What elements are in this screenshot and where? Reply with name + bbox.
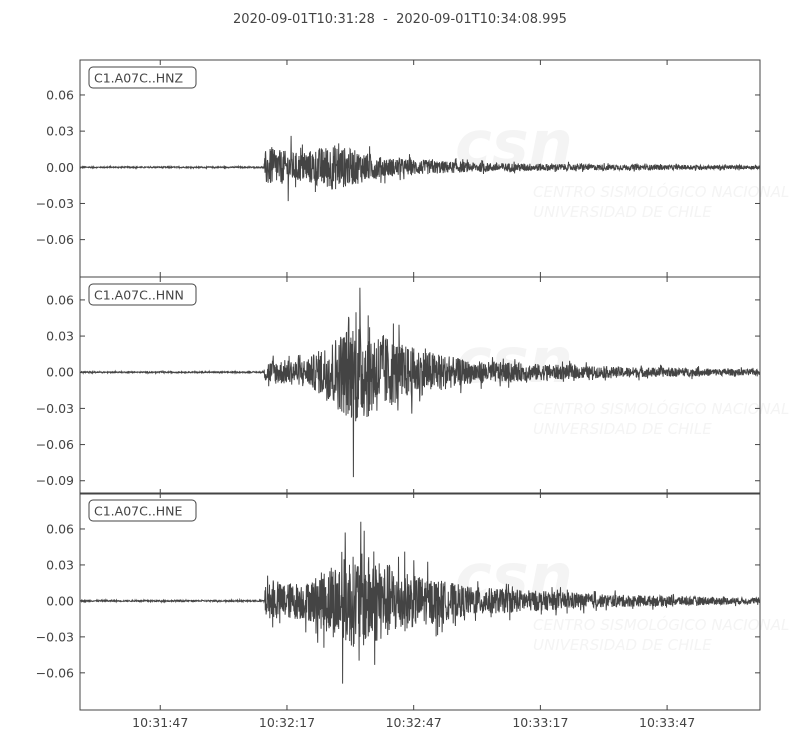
waveform-trace xyxy=(79,521,761,684)
y-tick-label: 0.06 xyxy=(46,292,74,307)
y-tick-label: 0.00 xyxy=(46,365,74,380)
y-tick-label: −0.06 xyxy=(36,437,74,452)
waveform-trace xyxy=(80,135,761,202)
y-tick-label: 0.03 xyxy=(46,329,74,344)
y-tick-label: −0.03 xyxy=(36,629,74,644)
chart-title: 2020-09-01T10:31:28 - 2020-09-01T10:34:0… xyxy=(233,12,567,27)
watermark-line1: CENTRO SISMOLÓGICO NACIONAL xyxy=(533,399,789,418)
channel-label: C1.A07C..HNE xyxy=(94,504,183,519)
y-tick-label: 0.06 xyxy=(46,521,74,536)
axes-frame xyxy=(79,276,761,495)
y-tick-label: −0.03 xyxy=(36,401,74,416)
watermark-line2: UNIVERSIDAD DE CHILE xyxy=(533,636,712,654)
watermark-line1: CENTRO SISMOLÓGICO NACIONAL xyxy=(533,615,789,634)
y-tick-label: −0.06 xyxy=(36,232,74,247)
watermark-line2: UNIVERSIDAD DE CHILE xyxy=(533,203,712,221)
y-tick-label: 0.03 xyxy=(46,124,74,139)
x-tick-label: 10:32:17 xyxy=(259,715,315,730)
y-tick-label: 0.03 xyxy=(46,557,74,572)
y-tick-label: 0.06 xyxy=(46,87,74,102)
watermark-line1: CENTRO SISMOLÓGICO NACIONAL xyxy=(533,182,789,201)
y-tick-label: −0.09 xyxy=(36,473,74,488)
channel-label-box xyxy=(88,283,197,306)
y-tick-label: −0.03 xyxy=(36,196,74,211)
waveform-trace xyxy=(79,287,761,478)
axes-frame xyxy=(79,492,761,711)
x-tick-label: 10:33:17 xyxy=(512,715,568,730)
channel-label: C1.A07C..HNN xyxy=(94,288,184,303)
x-tick-label: 10:31:47 xyxy=(132,715,188,730)
x-tick-label: 10:33:47 xyxy=(639,715,695,730)
channel-label-box xyxy=(88,499,197,522)
watermark-logo: csn xyxy=(455,324,573,397)
channel-label-box xyxy=(88,66,197,89)
y-tick-label: 0.00 xyxy=(46,160,74,175)
channel-label: C1.A07C..HNZ xyxy=(94,71,183,86)
y-tick-label: 0.00 xyxy=(46,593,74,608)
y-tick-label: −0.06 xyxy=(36,665,74,680)
watermark-line2: UNIVERSIDAD DE CHILE xyxy=(533,420,712,438)
x-tick-label: 10:32:47 xyxy=(386,715,442,730)
